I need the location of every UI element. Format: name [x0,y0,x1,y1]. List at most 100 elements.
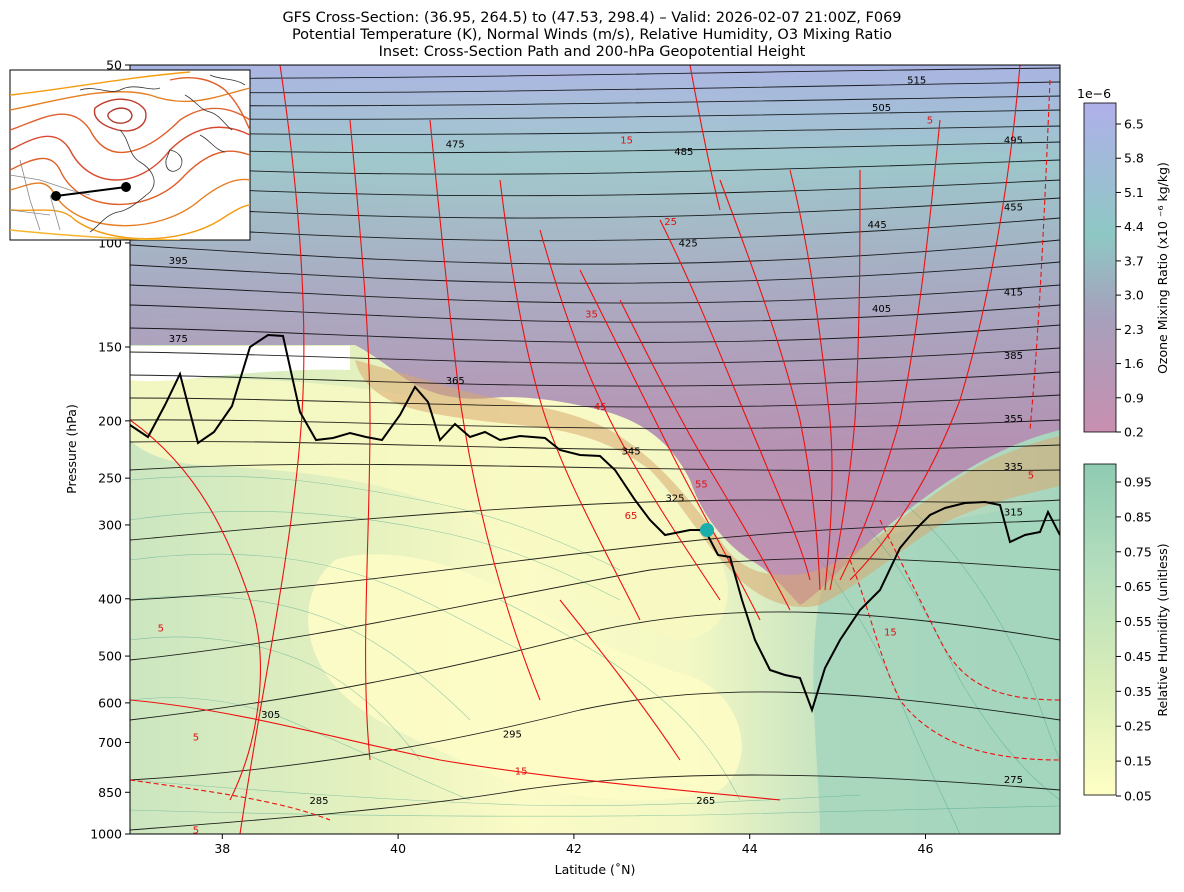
theta-contour-label: 475 [446,139,465,150]
x-tick-label: 42 [566,841,582,856]
figure-title: GFS Cross-Section: (36.95, 264.5) to (47… [282,10,901,60]
colorbar-tick-label: 3.7 [1124,253,1144,268]
colorbar-tick-label: 0.55 [1124,614,1152,629]
colorbar-tick-label: 0.35 [1124,684,1152,699]
tropopause-fold-band [355,360,1060,607]
y-tick-label: 500 [98,649,122,664]
wind-contour-label: 25 [664,217,677,228]
ozone-colorbar-offset: 1e−6 [1077,86,1111,101]
colorbar-tick-label: 6.5 [1124,117,1144,132]
theta-contour-label: 385 [1004,351,1023,362]
theta-contour-label: 325 [665,493,684,504]
colorbar-tick-label: 0.9 [1124,390,1144,405]
wind-contour-label: 65 [625,511,638,522]
theta-contour-label: 375 [169,334,188,345]
x-axis-label: Latitude (˚N) [555,862,636,877]
colorbar-tick-label: 0.05 [1124,789,1152,804]
y-axis-label: Pressure (hPa) [64,404,79,494]
wind-contour-label: 5 [927,116,933,127]
theta-contour-label: 455 [1004,203,1023,214]
inset-path-end [121,182,131,192]
ozone-colorbar-label: Ozone Mixing Ratio (x10 ⁻⁶ kg/kg) [1155,162,1170,374]
inset-coastlines [79,74,246,233]
theta-contour-label: 365 [446,376,465,387]
inset-geopotential-contours [10,71,250,240]
wind-contour-label: 35 [585,310,598,321]
theta-contour-label: 515 [907,75,926,86]
colorbar-tick-label: 0.2 [1124,425,1144,440]
colorbar-tick-label: 0.65 [1124,579,1152,594]
theta-contour-label: 495 [1004,136,1023,147]
theta-contour-label: 305 [261,710,280,721]
x-tick-label: 38 [214,841,230,856]
colorbar-tick-label: 5.1 [1124,185,1144,200]
colorbar-tick-label: 0.75 [1124,544,1152,559]
theta-contour-label: 335 [1004,462,1023,473]
cross-section-marker [700,523,714,537]
y-tick-label: 150 [98,340,122,355]
colorbar-tick-label: 3.0 [1124,288,1144,303]
colorbar-tick-label: 0.95 [1124,475,1152,490]
title-line-3: Inset: Cross-Section Path and 200-hPa Ge… [379,44,806,60]
rh-colorbar: 0.95 0.85 0.75 0.65 0.55 0.45 0.35 0.25 0.15 0.05… [1083,463,1170,804]
wind-contour-label: 45 [594,402,607,413]
theta-contours [130,67,1060,831]
theta-contour-label: 445 [868,220,887,231]
plot-frame [129,64,1061,835]
theta-contour-label: 425 [679,238,698,249]
wind-contour-label: 5 [193,732,199,743]
title-line-2: Potential Temperature (K), Normal Winds … [292,27,892,43]
theta-contour-label: 415 [1004,287,1023,298]
theta-contour-label: 505 [872,103,891,114]
theta-contour-label: 485 [674,147,693,158]
theta-contour-label: 275 [1004,775,1023,786]
x-tick-label: 44 [742,841,758,856]
theta-contour-label: 295 [503,730,522,741]
moist-region [813,500,1060,834]
missing-data-patch [130,346,350,382]
y-tick-label: 1000 [90,827,122,842]
dry-air-region [308,554,742,801]
ozone-colorbar: 1e−6 6.5 5.8 5.1 4.4 3.7 3.0 2.3 1.6 0.9 0.2 Ozon… [1077,86,1170,440]
colorbar-tick-label: 5.8 [1124,151,1144,166]
ozone-field [130,65,1060,605]
theta-contour-label: 315 [1004,507,1023,518]
wind-contour-label: 5 [1028,471,1034,482]
wind-contour-label: 15 [884,627,897,638]
rh-colorbar-label: Relative Humidity (unitless) [1155,543,1170,716]
colorbar-tick-label: 2.3 [1124,322,1144,337]
inset-cross-section-path [55,186,127,197]
x-tick-label: 40 [390,841,406,856]
y-tick-label: 600 [98,695,122,710]
wind-contour-label: 55 [695,480,708,491]
y-tick-label: 700 [98,735,122,750]
theta-contour-label: 285 [309,796,328,807]
inset-map [9,69,251,241]
colorbar-tick-label: 0.15 [1124,754,1152,769]
title-line-1: GFS Cross-Section: (36.95, 264.5) to (47… [282,10,901,26]
ozone-colorbar-ticks: 6.5 5.8 5.1 4.4 3.7 3.0 2.3 1.6 0.9 0.2 [1116,117,1144,440]
wind-contour-label: 5 [158,623,164,634]
dry-air-region-2 [130,378,728,640]
wind-contours [130,65,1021,834]
wind-contours-negative [130,79,1060,821]
y-tick-label: 400 [98,591,122,606]
plot-area [130,65,1060,834]
y-tick-label: 50 [106,58,122,73]
y-tick-label: 850 [98,785,122,800]
y-tick-label: 200 [98,413,122,428]
theta-contour-labels: 4654754855055154954554454253954154053753… [160,75,1023,806]
colorbar-tick-label: 4.4 [1124,219,1144,234]
colorbar-tick-label: 1.6 [1124,356,1144,371]
colorbar-tick-label: 0.25 [1124,719,1152,734]
rh-colorbar-ticks: 0.95 0.85 0.75 0.65 0.55 0.45 0.35 0.25 0.15 0.05 [1116,475,1152,804]
wind-contour-label: 5 [193,826,199,837]
theta-contour-label: 395 [169,256,188,267]
x-axis: 38 40 42 44 46 [214,834,934,856]
wind-contour-label: 15 [620,136,633,147]
x-tick-label: 46 [918,841,934,856]
